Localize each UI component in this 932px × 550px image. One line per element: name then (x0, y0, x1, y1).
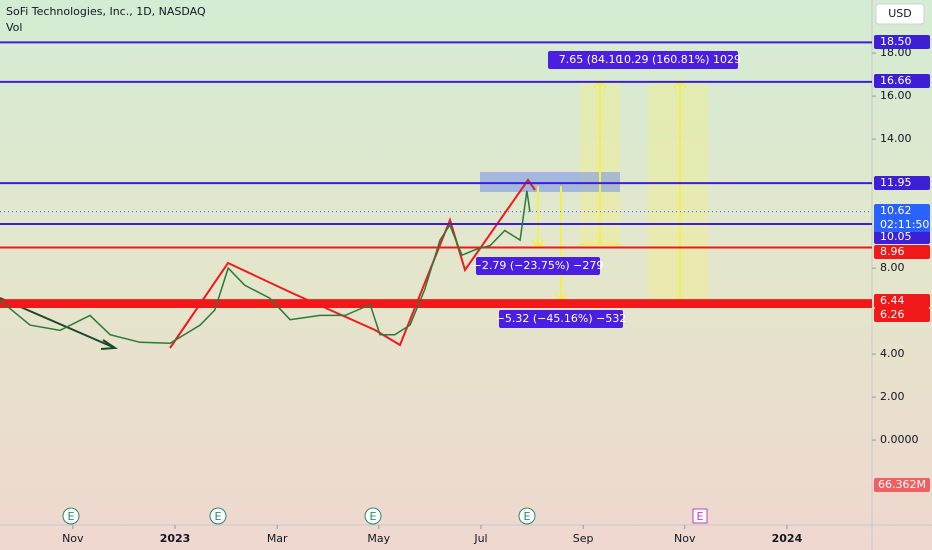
earnings-label: E (215, 510, 222, 523)
x-tick-label: Sep (573, 532, 594, 545)
price-label: 10.62 (880, 204, 912, 217)
x-tick-label: May (367, 532, 390, 545)
measure-label: 7.65 (84.10%) (559, 53, 638, 66)
y-tick-label: 14.00 (880, 132, 912, 145)
earnings-icon (518, 507, 536, 525)
level-label: 6.26 (880, 308, 905, 321)
x-tick-label: Nov (674, 532, 696, 545)
measure-arrows (531, 78, 708, 304)
y-tick-label: 16.00 (880, 89, 912, 102)
measure-shade (648, 82, 708, 302)
earnings-icon (364, 507, 382, 525)
earnings-icon (62, 507, 80, 525)
countdown: 02:11:50 (880, 218, 929, 231)
earnings-label: E (524, 510, 531, 523)
level-label-box (874, 74, 930, 88)
measure-label: 10.29 (160.81%) 1029 (617, 53, 741, 66)
level-label: 8.96 (880, 245, 905, 258)
x-tick-label: Jul (473, 532, 487, 545)
y-tick-label: 18.00 (880, 46, 912, 59)
level-label: 6.44 (880, 294, 905, 307)
currency-button[interactable] (875, 3, 925, 25)
arrow-head (100, 339, 118, 350)
measure-label: −2.79 (−23.75%) −279 (473, 259, 604, 272)
level-label-box (874, 35, 930, 49)
earnings-label: E (68, 510, 75, 523)
y-tick-label: 8.00 (880, 261, 905, 274)
price-label-box (874, 204, 930, 232)
level-label: 16.66 (880, 74, 912, 87)
level-label-box (874, 176, 930, 190)
level-label: 18.50 (880, 35, 912, 48)
earnings-label: E (370, 510, 377, 523)
level-label-box (874, 294, 930, 308)
y-tick-label: 2.00 (880, 390, 905, 403)
volume-value: 66.362M (878, 478, 926, 491)
pattern-zigzag (169, 178, 536, 349)
price-line (0, 190, 531, 345)
measure-label-box (620, 51, 738, 69)
earnings-icon (692, 508, 708, 524)
zone-box (480, 172, 620, 192)
x-tick-label: 2023 (160, 532, 191, 545)
title: SoFi Technologies, Inc., 1D, NASDAQ (6, 5, 206, 18)
y-tick-label: 4.00 (880, 347, 905, 360)
y-tick-label: 0.0000 (880, 433, 919, 446)
volume-label: Vol (6, 21, 22, 34)
currency[interactable]: USD (888, 7, 912, 20)
level-label: 11.95 (880, 176, 912, 189)
measure-label-box (499, 310, 623, 328)
x-tick-label: Nov (62, 532, 84, 545)
volume-label-box (874, 478, 930, 492)
x-tick-label: 2024 (772, 532, 803, 545)
level-label-box (874, 230, 930, 244)
earnings-icon (209, 507, 227, 525)
earnings-label: E (697, 510, 704, 523)
level-label: 10.05 (880, 230, 912, 243)
level-label-box (874, 308, 930, 322)
level-label-box (874, 245, 930, 259)
measure-label: −5.32 (−45.16%) −532 (496, 312, 627, 325)
measure-label-box (476, 257, 600, 275)
x-tick-label: Mar (267, 532, 288, 545)
